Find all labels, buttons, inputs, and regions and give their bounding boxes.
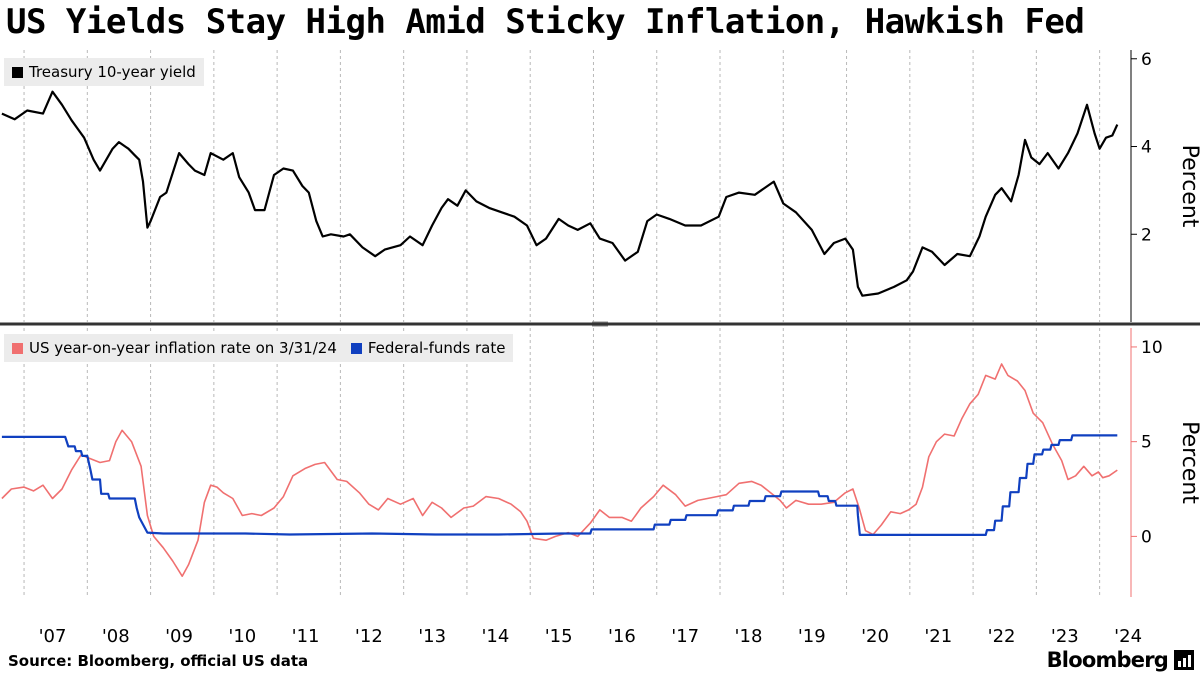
y-axis-title-top: Percent — [1177, 145, 1200, 228]
source-note: Source: Bloomberg, official US data — [8, 652, 309, 670]
legend-swatch-inflation — [12, 342, 23, 354]
x-tick-label-2017: '17 — [671, 626, 699, 647]
x-tick-label-2023: '23 — [1051, 626, 1079, 647]
legend-item-fed-funds: Federal-funds rate — [350, 339, 506, 357]
x-tick-label-2009: '09 — [165, 626, 193, 647]
x-tick-label-2008: '08 — [102, 626, 130, 647]
top-legend: Treasury 10-year yield — [4, 58, 204, 86]
y-tick-label-top-4: 4 — [1141, 138, 1152, 158]
x-tick-label-2021: '21 — [924, 626, 952, 647]
x-tick-label-2015: '15 — [545, 626, 573, 647]
x-tick-label-2016: '16 — [608, 626, 636, 647]
x-tick-label-2018: '18 — [735, 626, 763, 647]
y-tick-label-bottom-5: 5 — [1141, 433, 1152, 453]
legend-label-inflation: US year-on-year inflation rate on 3/31/2… — [29, 339, 337, 357]
bottom-legend: US year-on-year inflation rate on 3/31/2… — [4, 334, 514, 362]
bloomberg-wordmark: Bloomberg — [1046, 648, 1169, 672]
y-tick-label-top-2: 2 — [1141, 225, 1152, 245]
x-tick-label-2022: '22 — [988, 626, 1016, 647]
x-tick-label-2024: '24 — [1114, 626, 1142, 647]
legend-swatch-yield — [12, 66, 23, 78]
y-axis-title-bottom: Percent — [1177, 421, 1200, 504]
series-line-fed-funds-rate — [1, 434, 1118, 536]
x-tick-label-2013: '13 — [418, 626, 446, 647]
legend-item-yield: Treasury 10-year yield — [12, 63, 196, 81]
legend-label-fed-funds: Federal-funds rate — [367, 339, 506, 357]
x-tick-label-2020: '20 — [861, 626, 889, 647]
x-tick-label-2011: '11 — [292, 626, 320, 647]
legend-label-yield: Treasury 10-year yield — [29, 63, 196, 81]
x-tick-label-2019: '19 — [798, 626, 826, 647]
chart-title: US Yields Stay High Amid Sticky Inflatio… — [6, 2, 1085, 42]
bloomberg-bars-icon — [1174, 650, 1194, 670]
x-tick-label-2012: '12 — [355, 626, 383, 647]
y-tick-label-top-6: 6 — [1141, 50, 1152, 70]
legend-item-inflation: US year-on-year inflation rate on 3/31/2… — [12, 339, 337, 357]
y-tick-label-bottom-10: 10 — [1141, 338, 1163, 358]
legend-swatch-fed-funds — [350, 342, 362, 354]
x-tick-label-2014: '14 — [481, 626, 509, 647]
x-tick-label-2007: '07 — [39, 626, 67, 647]
series-line-treasury-10y-yield — [1, 90, 1119, 297]
x-tick-label-2010: '10 — [228, 626, 256, 647]
series-line-inflation-rate — [1, 363, 1118, 577]
y-tick-label-bottom-0: 0 — [1141, 527, 1152, 547]
bloomberg-logo: Bloomberg — [1047, 648, 1194, 672]
